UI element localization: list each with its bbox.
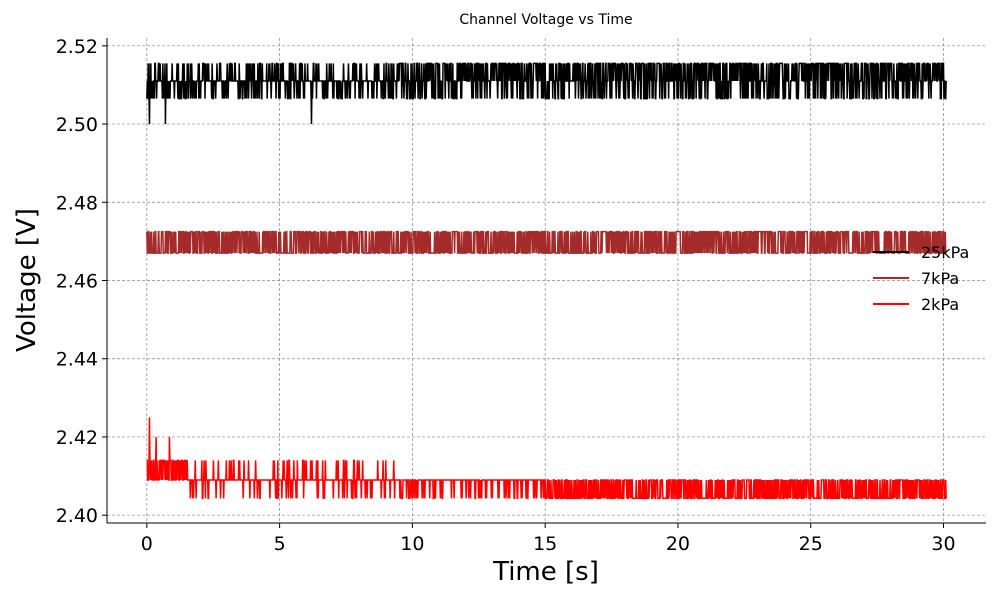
legend-label: 25kPa (921, 243, 969, 262)
x-tick-label: 30 (931, 533, 955, 555)
y-tick-label: 2.48 (56, 192, 98, 214)
grid-layer (107, 38, 986, 523)
x-tick-label: 15 (533, 533, 557, 555)
y-tick-label: 2.40 (56, 505, 98, 527)
y-tick-label: 2.46 (56, 271, 98, 293)
legend-label: 7kPa (921, 269, 959, 288)
x-tick-label: 10 (400, 533, 424, 555)
y-tick-label: 2.50 (56, 114, 98, 136)
x-tick-label: 5 (274, 533, 286, 555)
x-tick-label: 20 (666, 533, 690, 555)
series-line-25kPa (146, 62, 947, 125)
x-axis-label: Time [s] (492, 557, 599, 587)
series-line-7kPa (146, 230, 947, 254)
legend-label: 2kPa (921, 295, 959, 314)
x-tick-label: 25 (799, 533, 823, 555)
y-tick-label: 2.42 (56, 427, 98, 449)
series-line-2kPa (146, 417, 947, 500)
chart-title: Channel Voltage vs Time (459, 12, 632, 28)
legend: 25kPa 7kPa 2kPa (873, 243, 969, 314)
tick-layer: 0 5 10 15 20 25 30 2.40 2.42 2.44 2.46 2.48 2.50 2.52 (56, 36, 956, 555)
x-tick-label: 0 (141, 533, 153, 555)
y-tick-label: 2.52 (56, 36, 98, 58)
y-tick-label: 2.44 (56, 349, 98, 371)
y-axis-label: Voltage [V] (12, 208, 42, 352)
data-layer (146, 62, 947, 500)
